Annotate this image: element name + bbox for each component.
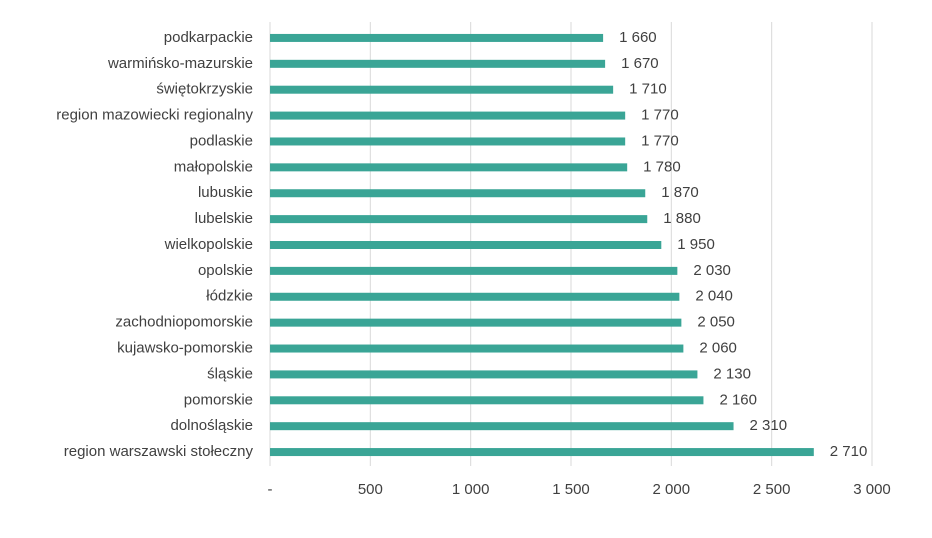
- y-tick-label: lubuskie: [198, 184, 253, 201]
- data-label: 1 880: [663, 210, 701, 227]
- bar: [270, 448, 814, 457]
- bar: [270, 266, 678, 275]
- y-tick-label: zachodniopomorskie: [115, 314, 253, 331]
- data-label: 1 770: [641, 132, 679, 149]
- bar: [270, 318, 682, 327]
- data-label: 2 040: [695, 288, 733, 305]
- bar: [270, 85, 614, 94]
- data-label: 1 710: [629, 81, 667, 98]
- y-tick-label: łódzkie: [206, 288, 253, 305]
- y-tick-label: region mazowiecki regionalny: [56, 107, 253, 124]
- x-tick-label: 2 500: [753, 481, 791, 498]
- data-label: 1 670: [621, 55, 659, 72]
- bar: [270, 33, 604, 42]
- data-label: 1 660: [619, 29, 657, 46]
- y-tick-label: śląskie: [207, 365, 253, 382]
- y-tick-label: podlaskie: [190, 132, 253, 149]
- bar: [270, 370, 698, 379]
- bar: [270, 241, 662, 249]
- y-tick-label: region warszawski stołeczny: [64, 443, 254, 460]
- data-label: 2 060: [699, 339, 737, 356]
- bar: [270, 137, 626, 146]
- data-label: 2 310: [750, 417, 788, 434]
- bar: [270, 422, 734, 431]
- y-tick-label: dolnośląskie: [170, 417, 253, 434]
- bar: [270, 59, 606, 68]
- data-label: 1 780: [643, 158, 681, 175]
- bar: [270, 344, 684, 353]
- data-label: 2 130: [713, 365, 751, 382]
- data-label: 2 710: [830, 443, 868, 460]
- y-tick-label: kujawsko-pomorskie: [117, 339, 253, 356]
- y-tick-label: lubelskie: [195, 210, 253, 227]
- data-label: 1 870: [661, 184, 699, 201]
- data-label: 2 160: [719, 391, 757, 408]
- data-label: 2 030: [693, 262, 731, 279]
- y-tick-label: warmińsko-mazurskie: [107, 55, 253, 72]
- x-tick-label: 1 500: [552, 481, 590, 498]
- x-tick-label: 1 000: [452, 481, 490, 498]
- x-tick-label: -: [268, 481, 273, 498]
- y-tick-label: podkarpackie: [164, 29, 253, 46]
- bar: [270, 111, 626, 120]
- y-tick-label: pomorskie: [184, 391, 253, 408]
- y-tick-label: małopolskie: [174, 158, 253, 175]
- data-label: 1 770: [641, 107, 679, 124]
- y-tick-label: opolskie: [198, 262, 253, 279]
- y-tick-label: wielkopolskie: [164, 236, 253, 253]
- x-tick-label: 500: [358, 481, 383, 498]
- bar: [270, 189, 646, 198]
- bar: [270, 215, 648, 224]
- bar: [270, 292, 680, 301]
- data-label: 1 950: [677, 236, 715, 253]
- x-tick-label: 2 000: [653, 481, 691, 498]
- y-tick-label: świętokrzyskie: [156, 81, 253, 98]
- data-label: 2 050: [697, 314, 735, 331]
- bar: [270, 396, 704, 405]
- bar: [270, 163, 628, 172]
- x-tick-label: 3 000: [853, 481, 891, 498]
